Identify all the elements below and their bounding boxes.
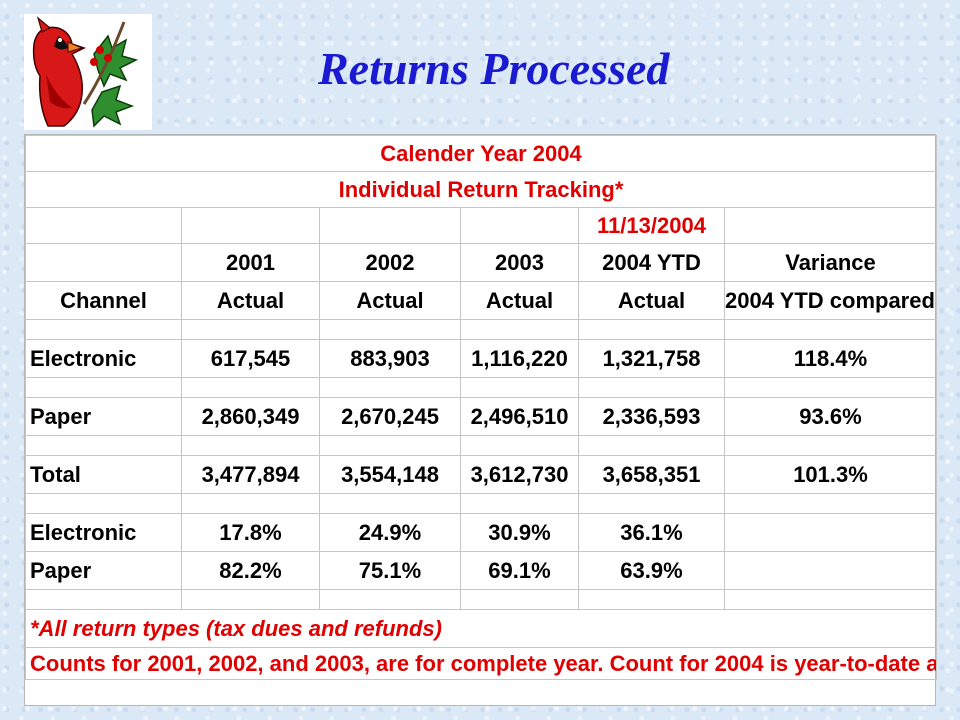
cell-value: 30.9% [460, 513, 579, 552]
table-row: Total 3,477,894 3,554,148 3,612,730 3,65… [25, 455, 937, 494]
year-header: 2003 [460, 243, 579, 282]
date-row: 11/13/2004 [25, 207, 937, 244]
row-label: Total [25, 455, 182, 494]
cell-value: 883,903 [319, 339, 461, 378]
return-tracking-sheet: Calender Year 2004 Individual Return Tra… [24, 134, 937, 706]
cell-value: 2,670,245 [319, 397, 461, 436]
actual-header-row: Channel Actual Actual Actual Actual 2004… [25, 281, 937, 320]
cell-value: 75.1% [319, 551, 461, 590]
row-label: Electronic [25, 513, 182, 552]
title-row-2: Individual Return Tracking* [25, 171, 937, 208]
title-row-1: Calender Year 2004 [25, 135, 937, 172]
actual-header: Actual [460, 281, 579, 320]
cell-value: 2,336,593 [578, 397, 725, 436]
variance-header: Variance [724, 243, 937, 282]
cell-value: 3,658,351 [578, 455, 725, 494]
actual-header: Actual [181, 281, 320, 320]
row-label: Paper [25, 397, 182, 436]
table-row: Paper 82.2% 75.1% 69.1% 63.9% [25, 551, 937, 590]
cell-value: 1,321,758 [578, 339, 725, 378]
table-title: Calender Year 2004 [25, 135, 937, 172]
table-row: Electronic 17.8% 24.9% 30.9% 36.1% [25, 513, 937, 552]
year-header: 2002 [319, 243, 461, 282]
row-label: Paper [25, 551, 182, 590]
year-header-row: 2001 2002 2003 2004 YTD Variance [25, 243, 937, 282]
footnote-counts: Counts for 2001, 2002, and 2003, are for… [25, 647, 937, 680]
cell-value: 69.1% [460, 551, 579, 590]
cell-value: 3,554,148 [319, 455, 461, 494]
cell-value: 63.9% [578, 551, 725, 590]
cell-value: 82.2% [181, 551, 320, 590]
footnote-all-returns: *All return types (tax dues and refunds) [25, 609, 937, 648]
row-label: Electronic [25, 339, 182, 378]
table-row: Paper 2,860,349 2,670,245 2,496,510 2,33… [25, 397, 937, 436]
variance-value: 101.3% [724, 455, 937, 494]
year-header: 2004 YTD [578, 243, 725, 282]
variance-value: 93.6% [724, 397, 937, 436]
variance-value: 118.4% [724, 339, 937, 378]
returns-table: Calender Year 2004 Individual Return Tra… [25, 135, 937, 680]
table-row: Electronic 617,545 883,903 1,116,220 1,3… [25, 339, 937, 378]
cell-value: 36.1% [578, 513, 725, 552]
cell-value: 1,116,220 [460, 339, 579, 378]
cell-value: 3,477,894 [181, 455, 320, 494]
year-header: 2001 [181, 243, 320, 282]
footnote-row-1: *All return types (tax dues and refunds) [25, 609, 937, 648]
page-title: Returns Processed [318, 43, 670, 94]
cell-value: 17.8% [181, 513, 320, 552]
footnote-row-2: Counts for 2001, 2002, and 2003, are for… [25, 647, 937, 680]
cell-value: 2,860,349 [181, 397, 320, 436]
cell-value: 3,612,730 [460, 455, 579, 494]
channel-header: Channel [25, 281, 182, 320]
cell-value: 2,496,510 [460, 397, 579, 436]
actual-header: Actual [319, 281, 461, 320]
cell-value: 617,545 [181, 339, 320, 378]
table-subtitle: Individual Return Tracking* [25, 171, 937, 208]
cardinal-holly-icon [24, 14, 152, 130]
as-of-date: 11/13/2004 [578, 207, 725, 244]
cell-value: 24.9% [319, 513, 461, 552]
variance-subheader: 2004 YTD compared to 2003 [724, 281, 937, 320]
actual-header: Actual [578, 281, 725, 320]
